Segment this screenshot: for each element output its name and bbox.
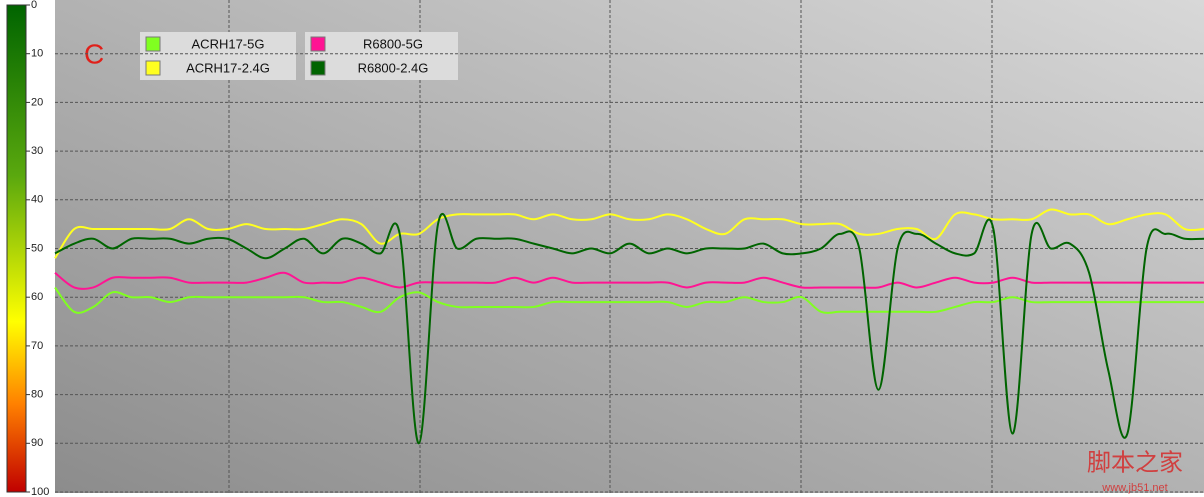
legend-label: ACRH17-2.4G <box>186 60 270 75</box>
y-tick-label: 50 <box>31 242 43 254</box>
series-line <box>54 212 1204 445</box>
y-tick-label: 20 <box>31 96 43 108</box>
watermark-url: www.jb51.net <box>1101 482 1167 494</box>
legend-label: ACRH17-5G <box>192 36 265 51</box>
legend-swatch <box>310 60 326 76</box>
color-scale <box>6 4 27 493</box>
y-tick-label: 100 <box>31 486 49 497</box>
y-tick-label: 0 <box>31 0 37 11</box>
y-tick-label: 40 <box>31 194 43 206</box>
legend-swatch <box>310 36 326 52</box>
legend-label: R6800-2.4G <box>358 60 429 75</box>
legend-swatch <box>145 36 161 52</box>
legend-box <box>140 32 296 80</box>
annotation: C <box>84 38 104 69</box>
y-tick-label: 70 <box>31 340 43 352</box>
series-line <box>54 286 1204 314</box>
series-line <box>54 271 1204 290</box>
plot-background <box>55 0 1204 493</box>
watermark: 脚本之家 <box>1087 449 1183 476</box>
y-tick-label: 60 <box>31 291 43 303</box>
y-tick-label: 80 <box>31 389 43 401</box>
legend-swatch <box>145 60 161 76</box>
y-tick-label: 30 <box>31 145 43 157</box>
y-tick-label: 90 <box>31 437 43 449</box>
vertical-grid <box>228 0 993 493</box>
series-line <box>54 208 1204 259</box>
y-tick-label: 10 <box>31 48 43 60</box>
legend-box <box>305 32 458 80</box>
legend-label: R6800-5G <box>363 36 423 51</box>
